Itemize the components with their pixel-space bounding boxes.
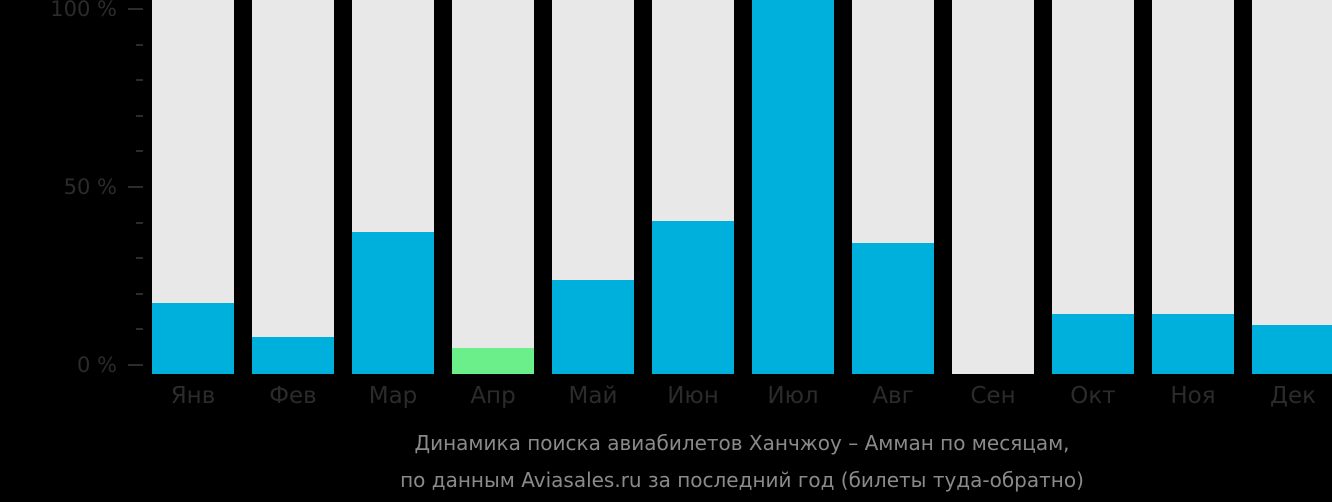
chart-subtitle: по данным Aviasales.ru за последний год … bbox=[0, 467, 1332, 493]
y-minor-tick bbox=[136, 44, 143, 46]
bar-fill bbox=[752, 0, 834, 374]
y-minor-tick bbox=[136, 115, 143, 117]
y-minor-tick bbox=[136, 79, 143, 81]
x-tick-label: Мар bbox=[352, 380, 434, 412]
bar-9 bbox=[952, 0, 1034, 374]
bar-5 bbox=[552, 0, 634, 374]
bar-fill bbox=[552, 280, 634, 374]
y-tick-label: 100 % bbox=[50, 0, 117, 21]
bar-3 bbox=[352, 0, 434, 374]
x-tick-label: Окт bbox=[1052, 380, 1134, 412]
x-tick-label: Дек bbox=[1252, 380, 1332, 412]
x-tick-label: Июл bbox=[752, 380, 834, 412]
bar-1 bbox=[152, 0, 234, 374]
y-tick-label: 50 % bbox=[64, 175, 117, 199]
bar-fill bbox=[1052, 314, 1134, 374]
bar-fill bbox=[352, 232, 434, 374]
monthly-search-chart: 100 % 50 % 0 % Янв Фев Мар Апр Май Июн Июл Авг Сен… bbox=[0, 0, 1332, 502]
x-tick-label: Июн bbox=[652, 380, 734, 412]
bar-fill bbox=[652, 221, 734, 374]
bar-2 bbox=[252, 0, 334, 374]
y-major-tick bbox=[128, 8, 143, 10]
x-tick-label: Янв bbox=[152, 380, 234, 412]
bar-fill bbox=[452, 348, 534, 374]
y-tick-label: 0 % bbox=[77, 353, 117, 377]
bar-fill bbox=[852, 243, 934, 374]
bar-12 bbox=[1252, 0, 1332, 374]
y-minor-tick bbox=[136, 293, 143, 295]
bar-4 bbox=[452, 0, 534, 374]
y-minor-tick bbox=[136, 328, 143, 330]
chart-title: Динамика поиска авиабилетов Ханчжоу – Ам… bbox=[0, 430, 1332, 456]
bar-fill bbox=[252, 337, 334, 374]
bar-fill bbox=[152, 303, 234, 374]
bar-7 bbox=[752, 0, 834, 374]
y-minor-tick bbox=[136, 150, 143, 152]
bar-6 bbox=[652, 0, 734, 374]
x-tick-label: Авг bbox=[852, 380, 934, 412]
y-major-tick bbox=[128, 364, 143, 366]
x-tick-label: Май bbox=[552, 380, 634, 412]
bar-8 bbox=[852, 0, 934, 374]
x-tick-label: Апр bbox=[452, 380, 534, 412]
y-major-tick bbox=[128, 186, 143, 188]
y-minor-tick bbox=[136, 222, 143, 224]
bar-fill bbox=[1252, 325, 1332, 374]
x-tick-label: Сен bbox=[952, 380, 1034, 412]
bar-fill bbox=[1152, 314, 1234, 374]
x-tick-label: Фев bbox=[252, 380, 334, 412]
x-tick-label: Ноя bbox=[1152, 380, 1234, 412]
y-minor-tick bbox=[136, 257, 143, 259]
bar-10 bbox=[1052, 0, 1134, 374]
bar-11 bbox=[1152, 0, 1234, 374]
